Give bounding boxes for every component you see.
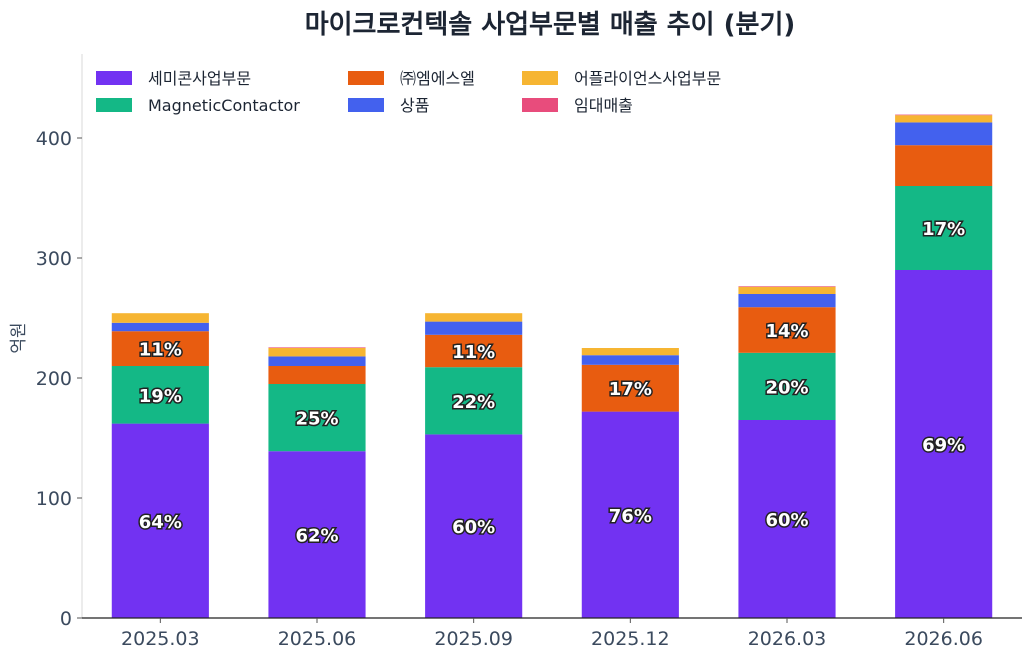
bar-segment-2025-09-series-0 (425, 434, 523, 618)
bar-segment-2026-06-series-0 (895, 270, 993, 618)
percent-label: 11% (139, 340, 182, 361)
legend-label: MagneticContactor (148, 96, 300, 115)
percent-label: 60% (452, 517, 495, 538)
bar-segment-2026-06-series-1 (895, 186, 993, 270)
legend-swatch (522, 71, 558, 85)
percent-label: 11% (452, 342, 495, 363)
legend-swatch (522, 98, 558, 112)
percent-label: 25% (295, 409, 338, 430)
y-tick-label: 100 (36, 488, 72, 510)
bar-segment-2026-03-series-4 (738, 286, 836, 294)
percent-label: 17% (609, 379, 652, 400)
y-tick-label: 400 (36, 128, 72, 150)
legend-swatch (96, 98, 132, 112)
bar-segment-2025-12-series-4 (581, 348, 679, 356)
percent-label: 76% (609, 506, 652, 527)
bar-segment-2025-06-series-2 (268, 366, 366, 384)
bar-segment-2025-09-series-3 (425, 321, 523, 335)
y-tick-label: 300 (36, 248, 72, 270)
bar-segment-2025-09-series-4 (425, 313, 523, 322)
bar-segment-2025-09-series-1 (425, 367, 523, 435)
bar-segment-2026-06-series-4 (895, 115, 993, 123)
bar-segment-2025-12-series-2 (581, 364, 679, 412)
bar-segment-2025-03-series-4 (111, 313, 209, 323)
y-axis-label: 억원 (9, 322, 29, 353)
x-tick-label: 2025.12 (591, 628, 670, 650)
bar-segment-2025-03-series-2 (111, 331, 209, 366)
bar-segment-2025-03-series-0 (111, 423, 209, 618)
legend-label: 임대매출 (574, 96, 633, 115)
bar-segment-2026-06-series-5 (895, 114, 993, 116)
bar-segment-2025-06-series-1 (268, 384, 366, 452)
x-tick-label: 2025.06 (278, 628, 357, 650)
bar-segment-2025-09-series-2 (425, 334, 523, 368)
bar-segment-2025-03-series-3 (111, 322, 209, 332)
chart-title: 마이크로컨텍솔 사업부문별 매출 추이 (분기) (305, 10, 796, 40)
legend-swatch (348, 98, 384, 112)
x-tick-label: 2025.03 (121, 628, 200, 650)
percent-labels-group: 64% 19% 11% 62% 25% 60% 22% 11% 76% 17% 60% 20% 14% 6… (137, 218, 966, 549)
bars-group (111, 114, 993, 618)
percent-label: 17% (922, 219, 965, 240)
bar-segment-2026-03-series-0 (738, 420, 836, 618)
bar-segment-2026-03-series-1 (738, 352, 836, 420)
percent-label: 19% (139, 386, 182, 407)
bar-segment-2025-12-series-3 (581, 355, 679, 365)
legend-swatch (348, 71, 384, 85)
x-tick-label: 2026.03 (748, 628, 827, 650)
percent-label: 14% (765, 321, 808, 342)
bar-segment-2025-06-series-4 (268, 348, 366, 357)
legend-label: ㈜엠에스엘 (400, 69, 475, 88)
x-tick-label: 2025.09 (434, 628, 513, 650)
bar-segment-2026-03-series-5 (738, 286, 836, 287)
percent-label: 69% (922, 435, 965, 456)
bar-segment-2026-03-series-3 (738, 294, 836, 308)
percent-label: 64% (139, 512, 182, 533)
y-tick-label: 0 (60, 608, 72, 630)
x-tick-label: 2026.06 (904, 628, 983, 650)
bar-segment-2025-03-series-1 (111, 366, 209, 424)
legend-label: 어플라이언스사업부문 (574, 69, 721, 88)
bar-segment-2025-06-series-0 (268, 451, 366, 618)
bar-segment-2025-06-series-5 (268, 347, 366, 348)
percent-label: 62% (295, 526, 338, 547)
legend-swatch (96, 71, 132, 85)
bar-segment-2026-03-series-2 (738, 307, 836, 353)
percent-label: 22% (452, 392, 495, 413)
bar-segment-2026-06-series-2 (895, 145, 993, 186)
percent-label: 20% (765, 377, 808, 398)
percent-label: 60% (765, 510, 808, 531)
legend-label: 세미콘사업부문 (148, 69, 251, 88)
axes-group: 0 100 200 300 400 2025.03 2025.06 2025.09 2025.1… (36, 54, 1022, 650)
bar-segment-2025-06-series-3 (268, 356, 366, 366)
legend-label: 상품 (400, 96, 429, 115)
y-tick-label: 200 (36, 368, 72, 390)
bar-segment-2025-12-series-0 (581, 411, 679, 618)
bar-segment-2026-06-series-3 (895, 122, 993, 146)
